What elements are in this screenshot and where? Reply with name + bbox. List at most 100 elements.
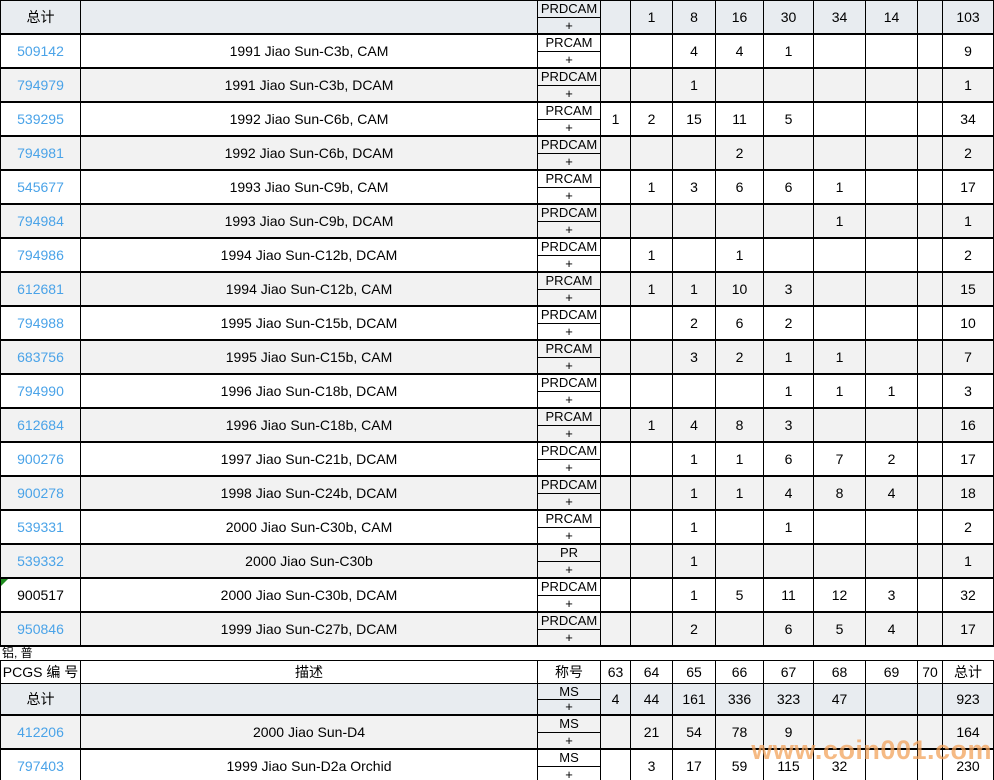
description-cell: 1999 Jiao Sun-C27b, DCAM (81, 613, 538, 645)
grade-67-value-cell: 4 (764, 477, 814, 509)
pcgs-number-link[interactable]: 794986 (17, 247, 64, 263)
grade-63-value-cell (601, 443, 631, 475)
pcgs-number-cell: 794986 (1, 239, 81, 271)
grade-69-value-cell: 4 (866, 477, 918, 509)
grade-64-value-cell (631, 69, 673, 101)
grade-70-value-cell (918, 443, 943, 475)
grade-66-value-cell: 8 (716, 409, 764, 441)
designation-cell: PRCAM + (538, 341, 601, 373)
designation-plus: + (565, 595, 573, 611)
grade-67-value-cell (764, 239, 814, 271)
grade-69-value-cell (866, 205, 918, 237)
description-cell: 2000 Jiao Sun-C30b, CAM (81, 511, 538, 543)
pcgs-number-link[interactable]: 900278 (17, 485, 64, 501)
grade-63-value-cell (601, 545, 631, 577)
description-cell: 1995 Jiao Sun-C15b, CAM (81, 341, 538, 373)
grade-70-value-cell (918, 171, 943, 203)
pcgs-number-link[interactable]: 539331 (17, 519, 64, 535)
grade-68-value-cell: 5 (814, 613, 866, 645)
table-row: 794986 1994 Jiao Sun-C12b, DCAM PRDCAM +1 1 2 (1, 239, 993, 273)
designation-cell: MS + (538, 684, 601, 714)
row-total-cell: 15 (960, 281, 976, 297)
grade-66-value-cell (716, 545, 764, 577)
grade-66-value-cell: 10 (716, 273, 764, 305)
grade-65-value-cell: 15 (673, 103, 716, 135)
grade-69-value-cell (866, 750, 918, 780)
pcgs-number-link[interactable]: 950846 (17, 621, 64, 637)
grade-70-value-cell (918, 579, 943, 611)
grade-68-value-cell: 34 (814, 1, 866, 33)
grade-70-value-cell (918, 613, 943, 645)
table-header-row: PCGS 编 号描述 称号 63 64 65 66 67 68 69 70 总计 (1, 661, 993, 684)
designation-cell: PRDCAM + (538, 239, 601, 271)
designation-cell: PRDCAM + (538, 579, 601, 611)
pcgs-number-cell: 539295 (1, 103, 81, 135)
pcgs-number-link[interactable]: 545677 (17, 179, 64, 195)
pcgs-number-link[interactable]: 794979 (17, 77, 64, 93)
pcgs-number-cell: 794988 (1, 307, 81, 339)
pcgs-number-link[interactable]: 794984 (17, 213, 64, 229)
column-header-grade-67: 67 (764, 661, 814, 683)
designation-cell: PRDCAM + (538, 69, 601, 101)
pcgs-number-link[interactable]: 683756 (17, 349, 64, 365)
pcgs-number-link[interactable]: 412206 (17, 724, 64, 740)
row-total-cell: 34 (960, 111, 976, 127)
description-cell: 2000 Jiao Sun-C30b, DCAM (81, 579, 538, 611)
designation-cell: MS + (538, 750, 601, 780)
designation-name: PRDCAM (538, 613, 600, 630)
grade-67-value-cell (764, 545, 814, 577)
pcgs-number-link[interactable]: 509142 (17, 43, 64, 59)
designation-plus: + (565, 459, 573, 475)
grade-69-value-cell: 1 (866, 375, 918, 407)
pcgs-number-link[interactable]: 794990 (17, 383, 64, 399)
pcgs-number-link[interactable]: 612681 (17, 281, 64, 297)
row-total-cell: 103 (956, 9, 980, 25)
grade-67-value-cell: 3 (764, 409, 814, 441)
pcgs-number-cell: 794981 (1, 137, 81, 169)
pcgs-number-link[interactable]: 797403 (17, 758, 64, 774)
designation-cell: PRCAM + (538, 511, 601, 543)
grade-64-value-cell: 1 (631, 171, 673, 203)
designation-name: PRDCAM (538, 375, 600, 392)
grade-63-value-cell (601, 1, 631, 33)
designation-cell: PRCAM + (538, 273, 601, 305)
pcgs-number-link[interactable]: 900276 (17, 451, 64, 467)
pcgs-number-link[interactable]: 794988 (17, 315, 64, 331)
designation-plus: + (565, 629, 573, 645)
grade-67-value-cell: 6 (764, 171, 814, 203)
designation-name: PRDCAM (538, 239, 600, 256)
grade-64-value-cell (631, 511, 673, 543)
grade-70-value-cell (918, 750, 943, 780)
row-total-cell: 2 (964, 519, 972, 535)
grade-68-value-cell (814, 511, 866, 543)
row-total-cell: 3 (964, 383, 972, 399)
designation-cell: PRDCAM + (538, 613, 601, 645)
pcgs-number-link[interactable]: 794981 (17, 145, 64, 161)
pcgs-number-link[interactable]: 539332 (17, 553, 64, 569)
table-row: 683756 1995 Jiao Sun-C15b, CAM PRCAM +3 2 1 1 7 (1, 341, 993, 375)
grade-70-value-cell (918, 69, 943, 101)
grade-63-value-cell (601, 69, 631, 101)
grade-70-value-cell (918, 341, 943, 373)
row-total-cell: 16 (960, 417, 976, 433)
grade-66-value-cell: 16 (716, 1, 764, 33)
designation-name: PRCAM (538, 409, 600, 426)
pcgs-number-cell: 612681 (1, 273, 81, 305)
designation-name: PRDCAM (538, 137, 600, 154)
row-total-cell: 230 (956, 758, 980, 774)
description-cell: 1991 Jiao Sun-C3b, DCAM (81, 69, 538, 101)
grade-67-value-cell (764, 69, 814, 101)
grade-69-value-cell (866, 716, 918, 748)
designation-cell: PRCAM + (538, 409, 601, 441)
designation-plus: + (565, 289, 573, 305)
pcgs-number-link[interactable]: 539295 (17, 111, 64, 127)
designation-name: PRDCAM (538, 579, 600, 596)
pcgs-number-link[interactable]: 612684 (17, 417, 64, 433)
grade-64-value-cell (631, 579, 673, 611)
designation-cell: PRDCAM + (538, 443, 601, 475)
grade-64-value-cell: 2 (631, 103, 673, 135)
grade-68-value-cell (814, 716, 866, 748)
grade-70-value-cell (918, 307, 943, 339)
grade-63-value-cell (601, 35, 631, 67)
